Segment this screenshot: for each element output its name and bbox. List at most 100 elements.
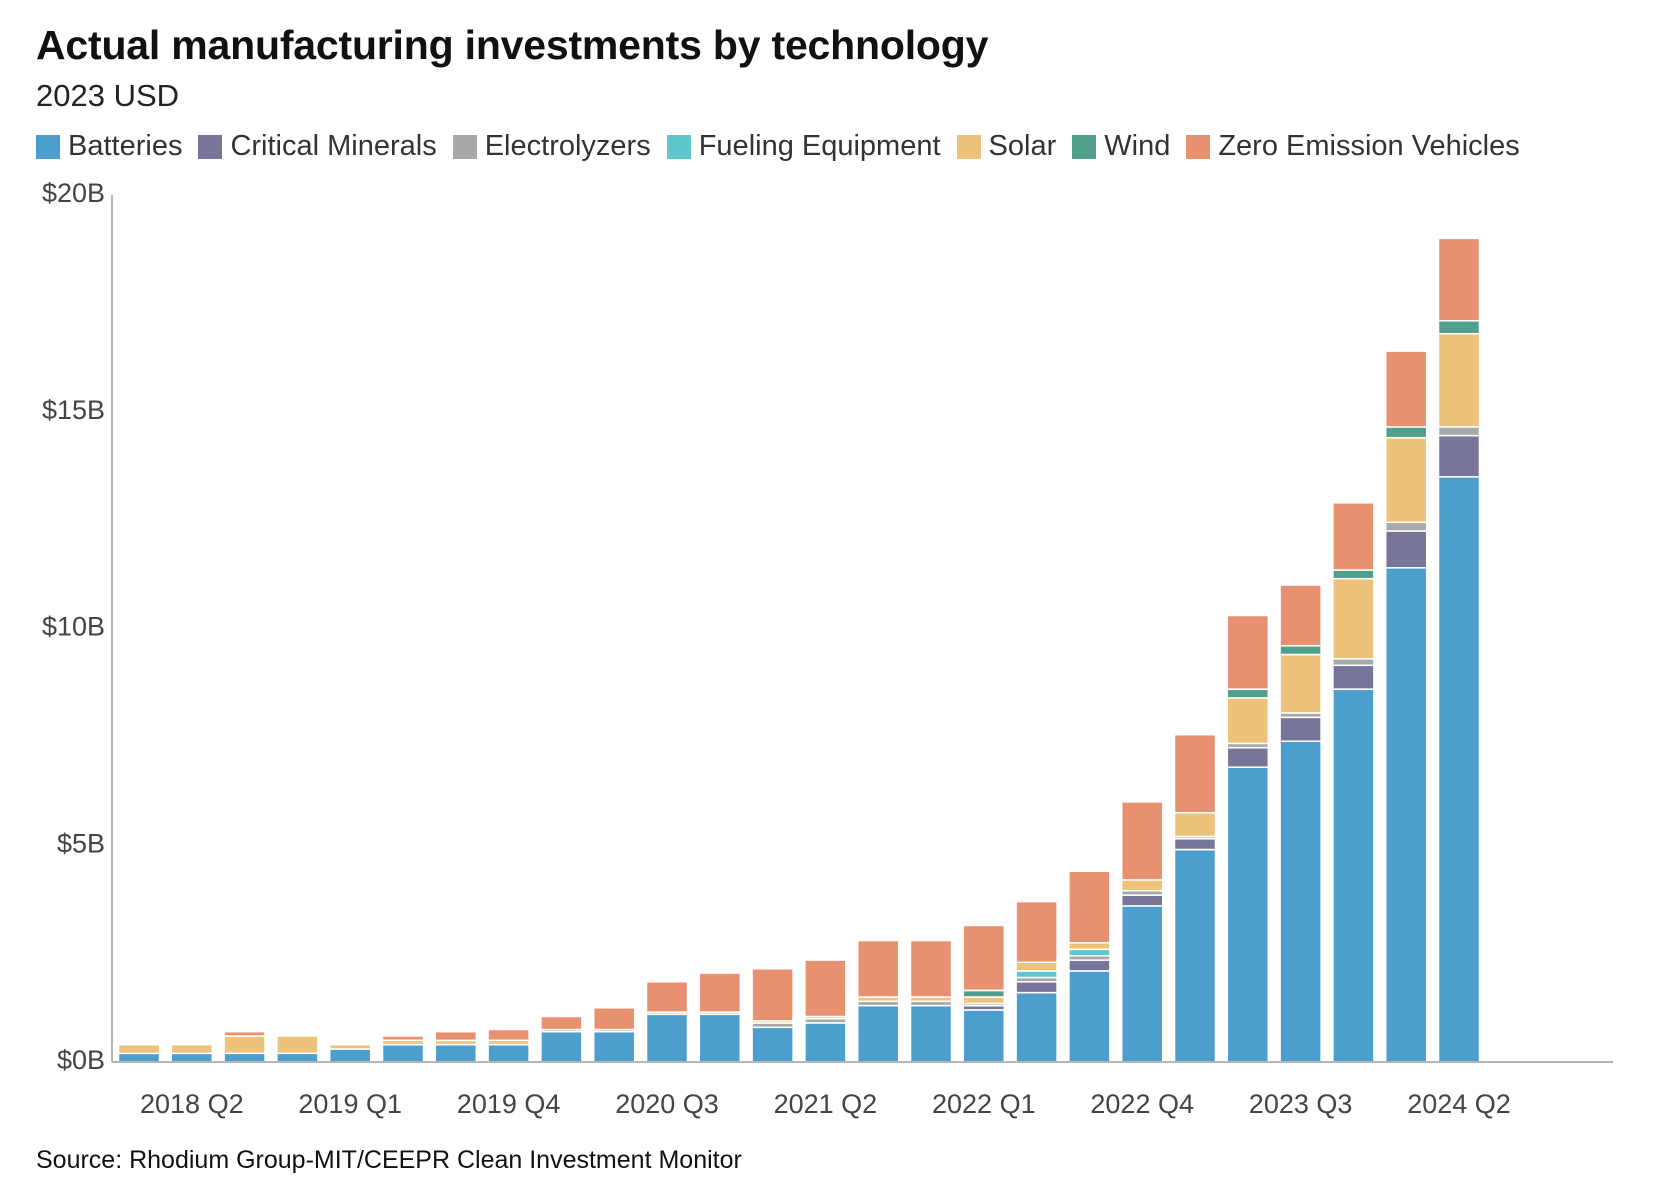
bar-segment [1279,716,1322,742]
legend-item-zero-emission-vehicles[interactable]: Zero Emission Vehicles [1186,130,1520,163]
bar-segment [1437,476,1481,1063]
bar-segment [1279,653,1322,714]
legend-label: Electrolyzers [484,130,651,162]
bar-segment [856,939,900,998]
chart-subtitle: 2023 USD [36,78,180,113]
bar-segment [223,1035,266,1055]
bar-segment [1384,530,1428,569]
bar-segment [909,939,953,998]
bar-segment [276,1035,319,1055]
legend-item-electrolyzers[interactable]: Electrolyzers [452,130,651,163]
bar-segment [1384,350,1428,428]
legend-item-solar[interactable]: Solar [956,130,1057,163]
x-tick-label: 2019 Q1 [298,1089,402,1119]
bar-segment [1437,319,1481,335]
bar-segment [1279,740,1322,1063]
legend-label: Solar [988,130,1057,162]
bar-segment [487,1028,530,1042]
y-tick-label: $15B [42,395,105,425]
bar-segment [698,972,742,1013]
bar-segment [804,1022,847,1063]
bar-segment [1279,584,1322,647]
legend-item-fueling-equipment[interactable]: Fueling Equipment [666,130,941,163]
bar-segment [1384,426,1428,439]
legend-swatch [666,134,691,159]
bar-segment [1332,569,1375,580]
bar-segment [1068,959,1111,972]
legend-swatch [36,134,60,159]
bar-segment [645,981,689,1013]
bar-segment [962,924,1006,992]
bar-segment [1015,981,1058,994]
bar-segment [1226,688,1270,699]
bar-segment [1068,970,1111,1063]
bar-segment [1332,664,1375,690]
bar-segment [1015,970,1058,979]
legend-label: Zero Emission Vehicles [1218,130,1520,162]
legend-item-wind[interactable]: Wind [1072,130,1170,163]
bar-segment [328,1043,372,1050]
bar-segment [1068,870,1111,944]
x-tick-label: 2018 Q2 [140,1089,244,1119]
bar-segment [381,1035,425,1042]
x-tick-label: 2022 Q4 [1090,1089,1194,1119]
bar-segment [962,1009,1006,1063]
bar-segment [381,1043,425,1063]
bar-segment [1279,645,1322,656]
x-tick-label: 2021 Q2 [774,1089,878,1119]
y-tick-label: $0B [57,1045,105,1075]
legend-swatch [1186,134,1211,159]
bar-segment [751,1026,794,1063]
bar-segment [223,1052,266,1063]
bar-segment [1120,905,1164,1063]
bar-segment [1015,991,1058,1063]
bar-segment [1226,614,1270,690]
bar-segment [1173,848,1217,1063]
bar-segment [1332,577,1375,660]
legend-swatch [1072,134,1097,159]
bar-segment [1068,948,1111,957]
bar-segment [856,1004,900,1063]
bar-segment [698,1013,742,1063]
x-tick-label: 2022 Q1 [932,1089,1036,1119]
bar-segment [962,996,1006,1005]
bar-segment [1384,437,1428,524]
bar-segment [276,1052,319,1063]
legend-swatch [198,134,223,159]
bar-segment [751,968,794,1022]
legend-item-batteries[interactable]: Batteries [36,130,182,163]
x-tick-label: 2023 Q3 [1249,1089,1353,1119]
bar-segment [1226,766,1270,1063]
bar-segment [1226,746,1270,768]
legend: Batteries Critical Minerals Electrolyzer… [36,130,1536,163]
bar-segment [1332,502,1375,571]
bar-segment [487,1043,530,1063]
bar-segment [223,1030,266,1037]
bar-segment [328,1048,372,1063]
bar-segment [434,1043,478,1063]
bar-segment [540,1030,583,1063]
bar-segment [1173,837,1217,851]
bar-segment [1173,733,1217,814]
bar-segment [1173,811,1217,838]
bar-segment [117,1052,161,1063]
bar-segment [170,1043,214,1055]
y-tick-label: $10B [42,612,105,642]
bar-segment [540,1015,583,1031]
bar-segment [592,1030,636,1063]
bar-segment [1332,688,1375,1063]
bar-segment [909,1004,953,1063]
bar-segment [1437,237,1481,322]
bar-segment [1015,900,1058,964]
bar-segment [1120,801,1164,881]
legend-item-critical-minerals[interactable]: Critical Minerals [198,130,437,163]
legend-swatch [452,134,477,159]
legend-label: Batteries [68,130,183,162]
bar-segment [1384,521,1428,532]
bar-segment [117,1043,161,1055]
x-tick-label: 2024 Q2 [1407,1089,1511,1119]
legend-swatch [956,134,981,159]
bar-segment [804,959,847,1018]
bar-segment [1437,426,1481,437]
